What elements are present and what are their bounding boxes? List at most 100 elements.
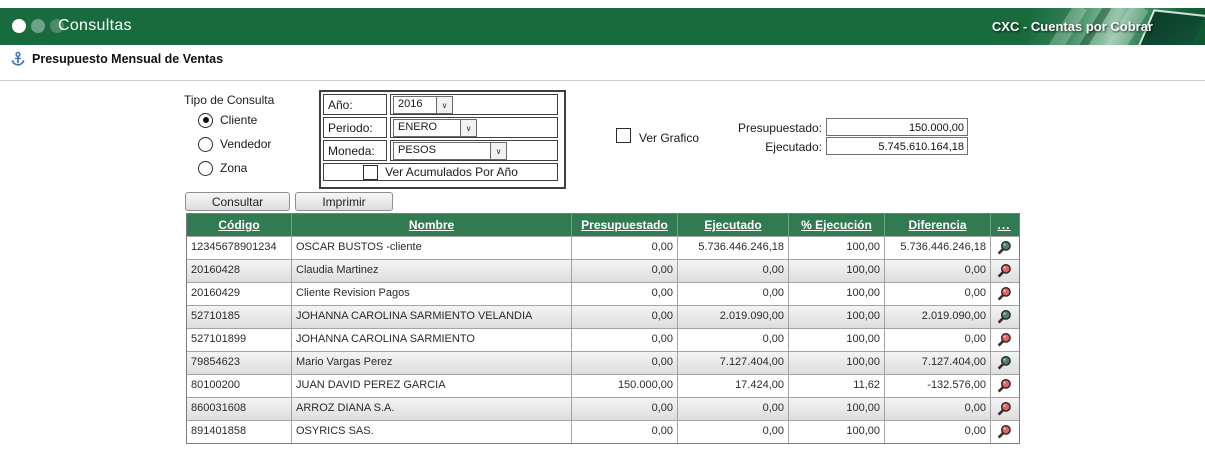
radio-zona[interactable]: Zona bbox=[198, 156, 271, 180]
table-row: 12345678901234 OSCAR BUSTOS -cliente 0,00 5… bbox=[187, 236, 1019, 259]
cell-presupuestado: 0,00 bbox=[572, 352, 678, 374]
cell-nombre: OSCAR BUSTOS -cliente bbox=[292, 237, 572, 259]
table-header-row: Código Nombre Presupuestado Ejecutado% Ejec… bbox=[187, 214, 1019, 236]
radio-circle-icon bbox=[198, 136, 213, 152]
radio-cliente[interactable]: Cliente bbox=[198, 108, 271, 132]
ejecutado-total-input[interactable] bbox=[826, 137, 968, 155]
detail-magnifier-icon[interactable] bbox=[991, 352, 1017, 374]
cell-presupuestado: 0,00 bbox=[572, 306, 678, 328]
cell-ejecutado: 0,00 bbox=[678, 421, 789, 443]
window-dots bbox=[12, 19, 64, 33]
ver-acumulados-label: Ver Acumulados Por Año bbox=[385, 165, 518, 179]
cell-nombre: JOHANNA CAROLINA SARMIENTO bbox=[292, 329, 572, 351]
periodo-select[interactable]: ENERO ∨ bbox=[393, 119, 477, 137]
detail-magnifier-icon[interactable] bbox=[991, 375, 1017, 397]
field-label: Periodo: bbox=[323, 117, 387, 138]
table-row: 80100200 JUAN DAVID PEREZ GARCIA 150.000,0… bbox=[187, 374, 1019, 397]
ver-grafico-checkbox[interactable] bbox=[616, 128, 631, 143]
cell-presupuestado: 0,00 bbox=[572, 398, 678, 420]
field-cell: 2016 ∨ bbox=[390, 94, 558, 115]
cell-pct: 100,00 bbox=[789, 237, 885, 259]
detail-magnifier-icon[interactable] bbox=[991, 329, 1017, 351]
cell-nombre: Mario Vargas Perez bbox=[292, 352, 572, 374]
table-row: 891401858 OSYRICS SAS. 0,00 0,00 100,00 0,00 bbox=[187, 420, 1019, 443]
dot-white-icon bbox=[12, 19, 26, 33]
cell-diferencia: 7.127.404,00 bbox=[885, 352, 991, 374]
cell-ejecutado: 0,00 bbox=[678, 260, 789, 282]
select-value: ENERO bbox=[398, 121, 438, 133]
table-row: 20160428 Claudia Martinez 0,00 0,00 100,00 0,… bbox=[187, 259, 1019, 282]
moneda-select[interactable]: PESOS ∨ bbox=[393, 142, 507, 160]
column-header-1[interactable]: Nombre bbox=[292, 214, 572, 236]
radio-label: Cliente bbox=[220, 113, 258, 127]
column-header-5[interactable]: Diferencia bbox=[885, 214, 991, 236]
cell-pct: 100,00 bbox=[789, 352, 885, 374]
cell-codigo: 12345678901234 bbox=[187, 237, 292, 259]
radio-circle-icon bbox=[198, 160, 213, 176]
chevron-down-icon[interactable]: ∨ bbox=[490, 143, 506, 159]
detail-magnifier-icon[interactable] bbox=[991, 260, 1017, 282]
cell-ejecutado: 0,00 bbox=[678, 329, 789, 351]
cell-diferencia: -132.576,00 bbox=[885, 375, 991, 397]
cell-nombre: Claudia Martinez bbox=[292, 260, 572, 282]
detail-magnifier-icon[interactable] bbox=[991, 398, 1017, 420]
cell-ejecutado: 2.019.090,00 bbox=[678, 306, 789, 328]
chevron-down-icon[interactable]: ∨ bbox=[460, 120, 476, 136]
detail-magnifier-icon[interactable] bbox=[991, 237, 1017, 259]
cell-diferencia: 0,00 bbox=[885, 260, 991, 282]
column-header-0[interactable]: Código bbox=[187, 214, 292, 236]
column-header-6: ... bbox=[997, 218, 1011, 232]
page-title: Presupuesto Mensual de Ventas bbox=[32, 52, 224, 66]
detail-magnifier-icon[interactable] bbox=[991, 421, 1017, 443]
cell-diferencia: 5.736.446.246,18 bbox=[885, 237, 991, 259]
cell-codigo: 79854623 bbox=[187, 352, 292, 374]
ver-grafico-label: Ver Grafico bbox=[639, 131, 700, 145]
select-value: 2016 bbox=[398, 98, 423, 110]
cell-diferencia: 0,00 bbox=[885, 398, 991, 420]
column-header-3[interactable]: Ejecutado bbox=[678, 214, 789, 236]
field-cell: ENERO ∨ bbox=[390, 117, 558, 138]
presupuestado-total-label: Presupuestado: bbox=[737, 121, 822, 135]
radio-label: Vendedor bbox=[220, 137, 272, 151]
table-row: 79854623 Mario Vargas Perez 0,00 7.127.404,… bbox=[187, 351, 1019, 374]
cell-presupuestado: 0,00 bbox=[572, 260, 678, 282]
field-cell: PESOS ∨ bbox=[390, 140, 558, 161]
cell-presupuestado: 0,00 bbox=[572, 421, 678, 443]
results-table: Código Nombre Presupuestado Ejecutado% Ejec… bbox=[186, 213, 1020, 444]
cell-ejecutado: 0,00 bbox=[678, 398, 789, 420]
radio-vendedor[interactable]: Vendedor bbox=[198, 132, 271, 156]
app-header-bar: Consultas CXC - Cuentas por Cobrar bbox=[0, 8, 1205, 45]
presupuestado-total-input[interactable] bbox=[826, 118, 968, 136]
ano-select[interactable]: 2016 ∨ bbox=[393, 96, 453, 114]
radio-circle-icon bbox=[198, 112, 213, 128]
column-header-2[interactable]: Presupuestado bbox=[572, 214, 678, 236]
table-row: 52710185 JOHANNA CAROLINA SARMIENTO VELAN… bbox=[187, 305, 1019, 328]
tipo-de-consulta-label: Tipo de Consulta bbox=[184, 93, 275, 107]
cell-ejecutado: 0,00 bbox=[678, 283, 789, 305]
filters-groupbox: Año: 2016 ∨ Periodo: ENERO ∨ Moneda: PESOS ∨ Ver… bbox=[319, 90, 566, 189]
header-divider bbox=[0, 80, 1205, 81]
cell-pct: 100,00 bbox=[789, 398, 885, 420]
cell-codigo: 860031608 bbox=[187, 398, 292, 420]
cell-pct: 100,00 bbox=[789, 421, 885, 443]
cell-codigo: 527101899 bbox=[187, 329, 292, 351]
cell-diferencia: 0,00 bbox=[885, 283, 991, 305]
field-label: Año: bbox=[323, 94, 387, 115]
cell-codigo: 80100200 bbox=[187, 375, 292, 397]
detail-magnifier-icon[interactable] bbox=[991, 306, 1017, 328]
detail-magnifier-icon[interactable] bbox=[991, 283, 1017, 305]
ver-acumulados-checkbox[interactable] bbox=[363, 164, 379, 180]
cell-codigo: 891401858 bbox=[187, 421, 292, 443]
cell-diferencia: 0,00 bbox=[885, 421, 991, 443]
table-row: 20160429 Cliente Revision Pagos 0,00 0,00 10… bbox=[187, 282, 1019, 305]
field-label: Moneda: bbox=[323, 140, 387, 161]
dot-green-light-icon bbox=[31, 19, 45, 33]
imprimir-button[interactable]: Imprimir bbox=[295, 192, 393, 211]
column-header-4[interactable]: % Ejecución bbox=[789, 214, 885, 236]
cell-codigo: 20160429 bbox=[187, 283, 292, 305]
cell-nombre: OSYRICS SAS. bbox=[292, 421, 572, 443]
chevron-down-icon[interactable]: ∨ bbox=[436, 97, 452, 113]
consultar-button[interactable]: Consultar bbox=[185, 192, 290, 211]
cell-ejecutado: 5.736.446.246,18 bbox=[678, 237, 789, 259]
